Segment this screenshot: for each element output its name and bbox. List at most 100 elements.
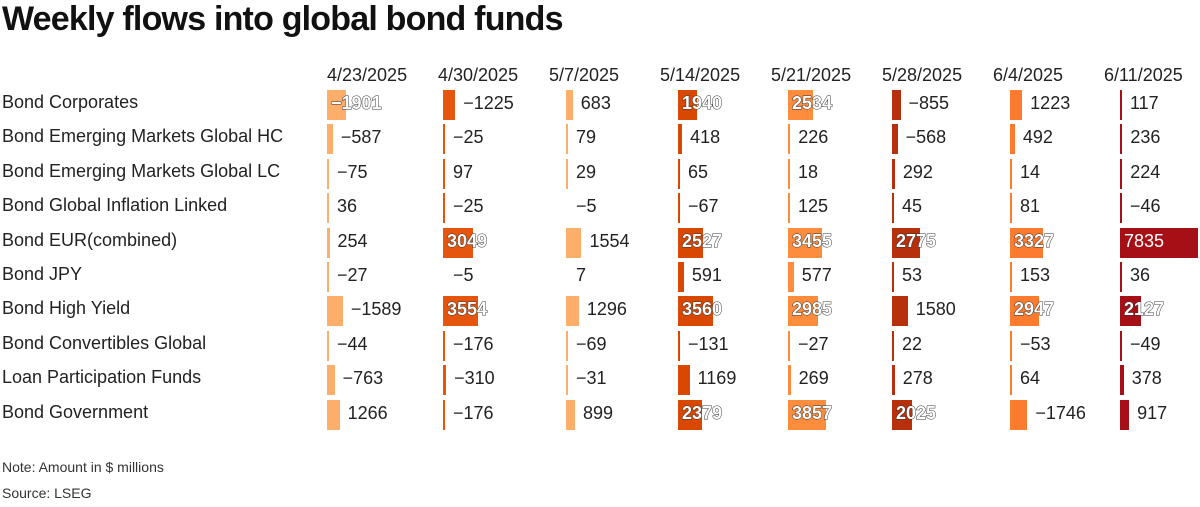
flow-bar [678, 365, 690, 396]
flow-bar [566, 227, 582, 258]
flow-value: −44 [337, 333, 368, 354]
flow-value: 65 [688, 161, 709, 182]
flow-value: 2947 [1013, 299, 1055, 320]
column-header: 6/11/2025 [1104, 65, 1183, 85]
flow-bar [443, 90, 456, 120]
flow-bar [566, 399, 575, 430]
flow-value: 14 [1020, 161, 1041, 182]
flow-value: 492 [1022, 127, 1053, 148]
flow-bar [1120, 330, 1122, 361]
flow-value: −67 [688, 196, 719, 217]
flow-bar [1010, 365, 1012, 396]
column-header: 5/21/2025 [771, 65, 852, 85]
column-header: 5/14/2025 [660, 65, 741, 85]
column-header: 6/4/2025 [993, 65, 1064, 85]
flow-value: 1223 [1030, 93, 1071, 113]
flow-value: −75 [337, 161, 368, 182]
flow-value: 292 [902, 161, 933, 182]
flow-value: 153 [1020, 265, 1051, 285]
flow-value: −49 [1130, 333, 1161, 354]
flow-bar [566, 90, 573, 120]
flow-bar [892, 296, 908, 327]
flow-bar [1120, 90, 1122, 120]
flow-bar [566, 365, 568, 396]
flow-value: 2127 [1123, 299, 1165, 320]
flow-bar [443, 330, 445, 361]
flow-value: 378 [1131, 368, 1162, 389]
flow-bar [788, 90, 814, 120]
flow-bar [327, 365, 335, 396]
flow-bar [327, 90, 346, 120]
flow-value: 577 [801, 265, 832, 285]
footnote-source: Source: LSEG [2, 485, 92, 501]
flow-value: 97 [453, 161, 474, 182]
flow-value: −25 [453, 127, 484, 148]
flow-value: −176 [453, 333, 494, 354]
flow-value: 64 [1020, 368, 1041, 389]
flow-bar [443, 158, 445, 189]
flow-value: −31 [576, 368, 607, 389]
flow-bar [1120, 365, 1124, 396]
row-label: Loan Participation Funds [2, 367, 202, 388]
flow-value: 2985 [791, 299, 833, 320]
flow-bar [892, 365, 895, 396]
flow-bar [892, 227, 920, 258]
flow-bar [1010, 124, 1015, 155]
flow-bar [327, 296, 343, 327]
footnote-note: Note: Amount in $ millions [2, 459, 164, 475]
flow-bar [327, 158, 329, 189]
flow-bar [678, 296, 714, 327]
flow-value: −1589 [350, 299, 402, 320]
flow-value: 236 [1130, 127, 1161, 148]
flow-value: 1554 [589, 230, 630, 251]
flow-value: 899 [582, 402, 613, 423]
flow-bar [678, 262, 684, 292]
flow-value: −763 [342, 368, 384, 389]
column-header: 4/30/2025 [438, 65, 519, 85]
column-header: 5/7/2025 [549, 65, 620, 85]
flow-value: 36 [337, 196, 358, 217]
flow-bar [892, 262, 894, 292]
flow-bar [788, 296, 818, 327]
flow-bar [1120, 158, 1123, 189]
flow-value: 79 [576, 127, 597, 148]
flow-bar [327, 399, 340, 430]
flow-bar [443, 296, 479, 327]
row-label: Bond JPY [2, 264, 83, 284]
flow-bar [788, 330, 790, 361]
flow-bar [788, 227, 823, 258]
flow-bar [788, 158, 790, 189]
flow-value: 7 [576, 265, 587, 285]
flow-bar [892, 158, 895, 189]
flow-bar [1120, 124, 1123, 155]
flow-bar [1010, 227, 1044, 258]
flow-value: −25 [453, 196, 484, 217]
flow-value: 7835 [1124, 230, 1165, 251]
flow-value: 2379 [681, 402, 723, 423]
flow-bar [1010, 262, 1012, 292]
flow-bar [1010, 90, 1023, 120]
flow-value: 591 [691, 265, 722, 285]
flow-value: 3455 [791, 230, 833, 251]
flow-bar [1010, 296, 1040, 327]
flow-value: 1169 [697, 368, 737, 389]
flow-value: −1746 [1035, 402, 1086, 423]
flow-bar [788, 124, 791, 155]
flow-bar [566, 330, 568, 361]
flow-value: 2775 [895, 230, 937, 251]
flow-value: 917 [1137, 402, 1168, 423]
flow-bar [443, 124, 445, 155]
flow-value: 418 [690, 127, 721, 148]
flow-bar [1010, 193, 1012, 224]
flow-bar [788, 193, 790, 224]
flow-bar [788, 399, 827, 430]
flow-value: 2025 [895, 402, 937, 423]
flow-value: 53 [902, 265, 923, 285]
flow-bar [327, 124, 333, 155]
row-label: Bond EUR(combined) [2, 229, 178, 250]
flow-value: 3560 [681, 299, 723, 320]
flow-bar [678, 158, 680, 189]
flow-value: 3554 [446, 299, 488, 320]
chart-title: Weekly flows into global bond funds [2, 0, 564, 38]
column-header: 4/23/2025 [327, 65, 408, 85]
